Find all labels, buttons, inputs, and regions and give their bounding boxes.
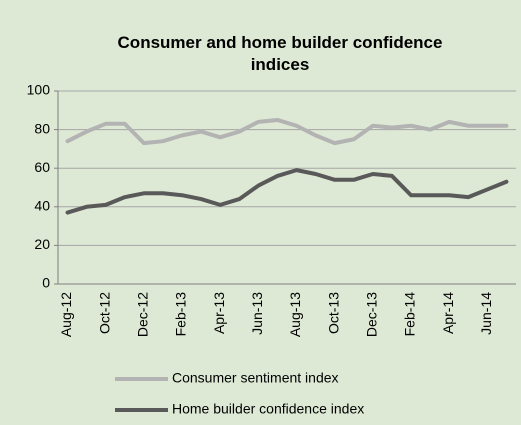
- x-tick-label: Oct-13: [325, 292, 341, 334]
- y-tick-label: 0: [42, 275, 50, 291]
- x-tick-label: Apr-14: [440, 292, 456, 334]
- x-tick-label: Jun-13: [249, 292, 265, 335]
- x-tick-label: Dec-12: [135, 292, 151, 337]
- x-tick-label: Feb-14: [402, 292, 418, 337]
- x-tick-label: Apr-13: [211, 292, 227, 334]
- legend-label: Home builder confidence index: [172, 401, 364, 417]
- series-line: [65, 168, 509, 215]
- x-tick-label: Feb-13: [173, 292, 189, 337]
- y-tick-label: 20: [34, 236, 50, 252]
- legend-label: Consumer sentiment index: [172, 370, 339, 386]
- y-tick-label: 100: [27, 82, 51, 98]
- x-tick-label: Jun-14: [478, 292, 494, 335]
- x-tick-label: Aug-12: [58, 292, 74, 337]
- x-tick-label: Oct-12: [96, 292, 112, 334]
- y-tick-label: 80: [34, 120, 50, 136]
- chart-title: Consumer and home builder confidence ind…: [117, 33, 443, 74]
- x-tick-label: Aug-13: [287, 292, 303, 337]
- y-tick-label: 40: [34, 198, 50, 214]
- series-line: [65, 117, 509, 146]
- y-tick-label: 60: [34, 159, 50, 175]
- x-tick-label: Dec-13: [364, 292, 380, 337]
